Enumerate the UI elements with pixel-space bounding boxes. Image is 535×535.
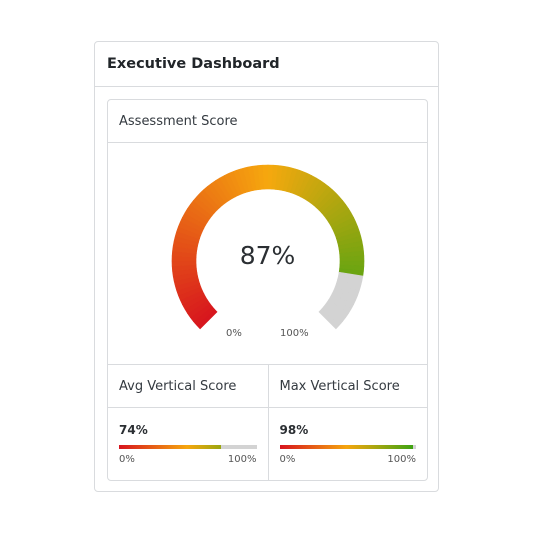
gauge-value: 87% [239, 241, 296, 270]
executive-dashboard-card: Executive Dashboard Assessment Score 87%… [94, 41, 439, 492]
max-vertical-panel: Max Vertical Score 98% 0% 100% [267, 365, 427, 480]
gauge-min-label: 0% [226, 328, 242, 339]
gauge-arcs [171, 164, 365, 330]
avg-vertical-bar [119, 445, 257, 449]
avg-vertical-min-label: 0% [119, 454, 135, 465]
avg-vertical-title: Avg Vertical Score [108, 365, 268, 408]
assessment-panel: Assessment Score 87% 0% 100% Avg Vertica… [107, 99, 428, 481]
max-vertical-bar-fill [279, 445, 414, 449]
max-vertical-min-label: 0% [279, 454, 296, 465]
max-vertical-title: Max Vertical Score [268, 365, 427, 408]
gauge-track-segment [318, 308, 340, 330]
avg-vertical-bar-fill [119, 445, 221, 449]
gauge-max-label: 100% [280, 328, 309, 339]
max-vertical-bar [279, 445, 416, 449]
card-title: Executive Dashboard [95, 42, 438, 87]
max-vertical-value: 98% [279, 423, 309, 437]
max-vertical-max-label: 100% [387, 454, 416, 465]
assessment-gauge: 87% 0% 100% [108, 143, 427, 365]
avg-vertical-panel: Avg Vertical Score 74% 0% 100% [108, 365, 268, 480]
gauge-svg [171, 164, 365, 330]
avg-vertical-max-label: 100% [227, 454, 257, 465]
avg-vertical-value: 74% [119, 423, 148, 437]
assessment-score-title: Assessment Score [108, 100, 427, 143]
vertical-scores-row: Avg Vertical Score 74% 0% 100% Max Verti… [108, 365, 427, 480]
